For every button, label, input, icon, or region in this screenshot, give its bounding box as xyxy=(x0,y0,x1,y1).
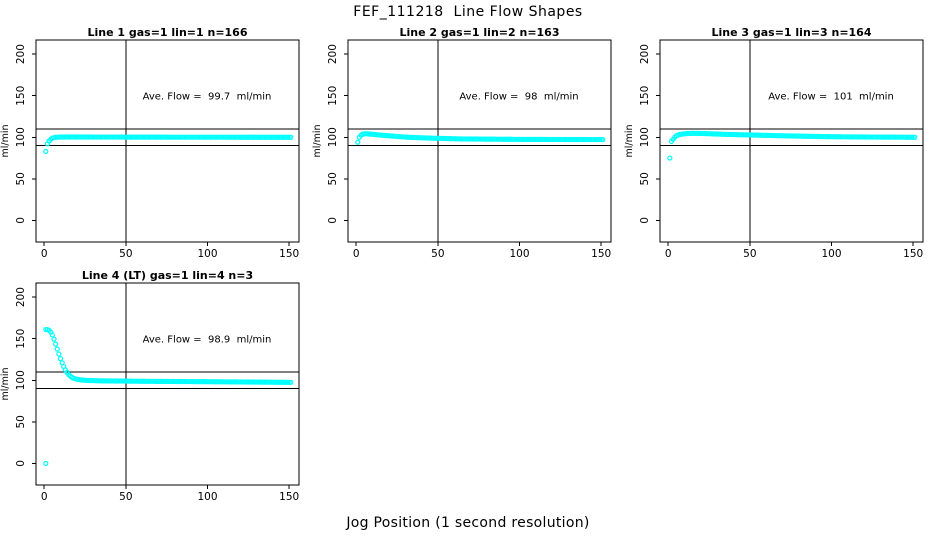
subplot-title-line-4: Line 4 (LT) gas=1 lin=4 n=3 xyxy=(81,269,254,282)
data-point xyxy=(51,336,57,342)
ave-flow-annotation-line-3: Ave. Flow = 101 ml/min xyxy=(768,91,894,103)
x-tick-label: 100 xyxy=(197,491,217,503)
x-tick-label: 0 xyxy=(41,491,48,503)
x-tick-label: 50 xyxy=(431,248,444,260)
figure-xlabel: Jog Position (1 second resolution) xyxy=(346,515,590,531)
x-tick-label: 100 xyxy=(197,248,217,260)
plot-box xyxy=(659,39,924,243)
ave-flow-annotation-line-1: Ave. Flow = 99.7 ml/min xyxy=(142,91,272,103)
y-tick-label: 50 xyxy=(639,172,651,185)
data-point xyxy=(667,155,673,161)
x-tick-label: 150 xyxy=(279,491,299,503)
y-tick-label: 50 xyxy=(15,415,27,428)
ave-flow-annotation-line-2: Ave. Flow = 98 ml/min xyxy=(459,91,579,103)
subplot-line-2: 0 50 100 150 0 50 100 150 200 ml/min Line 2 gas=1… xyxy=(312,25,624,268)
y-axis-label: ml/min xyxy=(312,124,323,157)
x-tick-label: 100 xyxy=(821,248,841,260)
y-tick-label: 50 xyxy=(327,172,339,185)
plot-box xyxy=(35,282,300,486)
y-axis-label: ml/min xyxy=(0,367,11,400)
y-tick-label: 0 xyxy=(15,217,27,224)
y-axis-label: ml/min xyxy=(0,124,11,157)
x-tick-label: 150 xyxy=(591,248,611,260)
y-tick-label: 100 xyxy=(327,127,339,147)
y-tick-label: 150 xyxy=(15,86,27,106)
subplot-line-3: 0 50 100 150 0 50 100 150 200 ml/min Line 3 gas=1… xyxy=(624,25,936,268)
x-tick-label: 50 xyxy=(119,248,132,260)
data-point xyxy=(43,460,49,466)
plot-area-line-2: 0 50 100 150 0 50 100 150 200 ml/min xyxy=(312,39,612,260)
x-tick-label: 50 xyxy=(119,491,132,503)
y-tick-label: 200 xyxy=(639,44,651,64)
y-tick-label: 150 xyxy=(15,329,27,349)
y-tick-label: 150 xyxy=(327,86,339,106)
x-tick-label: 150 xyxy=(903,248,923,260)
plot-area-line-1: 0 50 100 150 0 50 100 150 200 ml/min xyxy=(0,39,300,260)
plot-area-line-3: 0 50 100 150 0 50 100 150 200 ml/min xyxy=(624,39,924,260)
subplot-line-1: 0 50 100 150 0 50 100 150 200 ml/min Line 1 gas=1… xyxy=(0,25,312,268)
data-point xyxy=(288,379,294,385)
data-point xyxy=(288,134,294,140)
data-point xyxy=(600,136,606,143)
y-tick-label: 150 xyxy=(639,86,651,106)
data-point xyxy=(54,346,60,352)
y-tick-label: 100 xyxy=(15,370,27,390)
y-tick-label: 0 xyxy=(15,460,27,467)
data-point xyxy=(43,148,49,154)
y-tick-label: 200 xyxy=(327,44,339,64)
plot-box xyxy=(347,39,612,243)
subplot-title-line-2: Line 2 gas=1 lin=2 n=163 xyxy=(399,26,560,39)
y-tick-label: 100 xyxy=(639,127,651,147)
subplot-title-line-1: Line 1 gas=1 lin=1 n=166 xyxy=(87,26,248,39)
plot-box xyxy=(35,39,300,243)
x-tick-label: 50 xyxy=(743,248,756,260)
data-point xyxy=(355,139,361,145)
plot-area-line-4: 0 50 100 150 0 50 100 150 200 ml/min xyxy=(0,282,300,503)
y-tick-label: 50 xyxy=(15,172,27,185)
x-tick-label: 0 xyxy=(665,248,672,260)
y-tick-label: 0 xyxy=(327,217,339,224)
data-point xyxy=(912,134,918,140)
figure-title: FEF_111218 Line Flow Shapes xyxy=(353,4,583,20)
data-point xyxy=(52,341,59,347)
x-tick-label: 0 xyxy=(41,248,48,260)
subplot-line-4: 0 50 100 150 0 50 100 150 200 ml/min Line 4 (LT) … xyxy=(0,268,312,511)
y-tick-label: 100 xyxy=(15,127,27,147)
y-tick-label: 200 xyxy=(15,44,27,64)
x-tick-label: 0 xyxy=(353,248,360,260)
ave-flow-annotation-line-4: Ave. Flow = 98.9 ml/min xyxy=(142,334,272,346)
data-point xyxy=(56,351,62,357)
y-tick-label: 0 xyxy=(639,217,651,224)
y-tick-label: 200 xyxy=(15,287,27,307)
subplot-title-line-3: Line 3 gas=1 lin=3 n=164 xyxy=(711,26,872,39)
x-tick-label: 100 xyxy=(509,248,529,260)
x-tick-label: 150 xyxy=(279,248,299,260)
data-point xyxy=(49,332,55,338)
data-point xyxy=(57,356,64,362)
y-axis-label: ml/min xyxy=(624,124,635,157)
